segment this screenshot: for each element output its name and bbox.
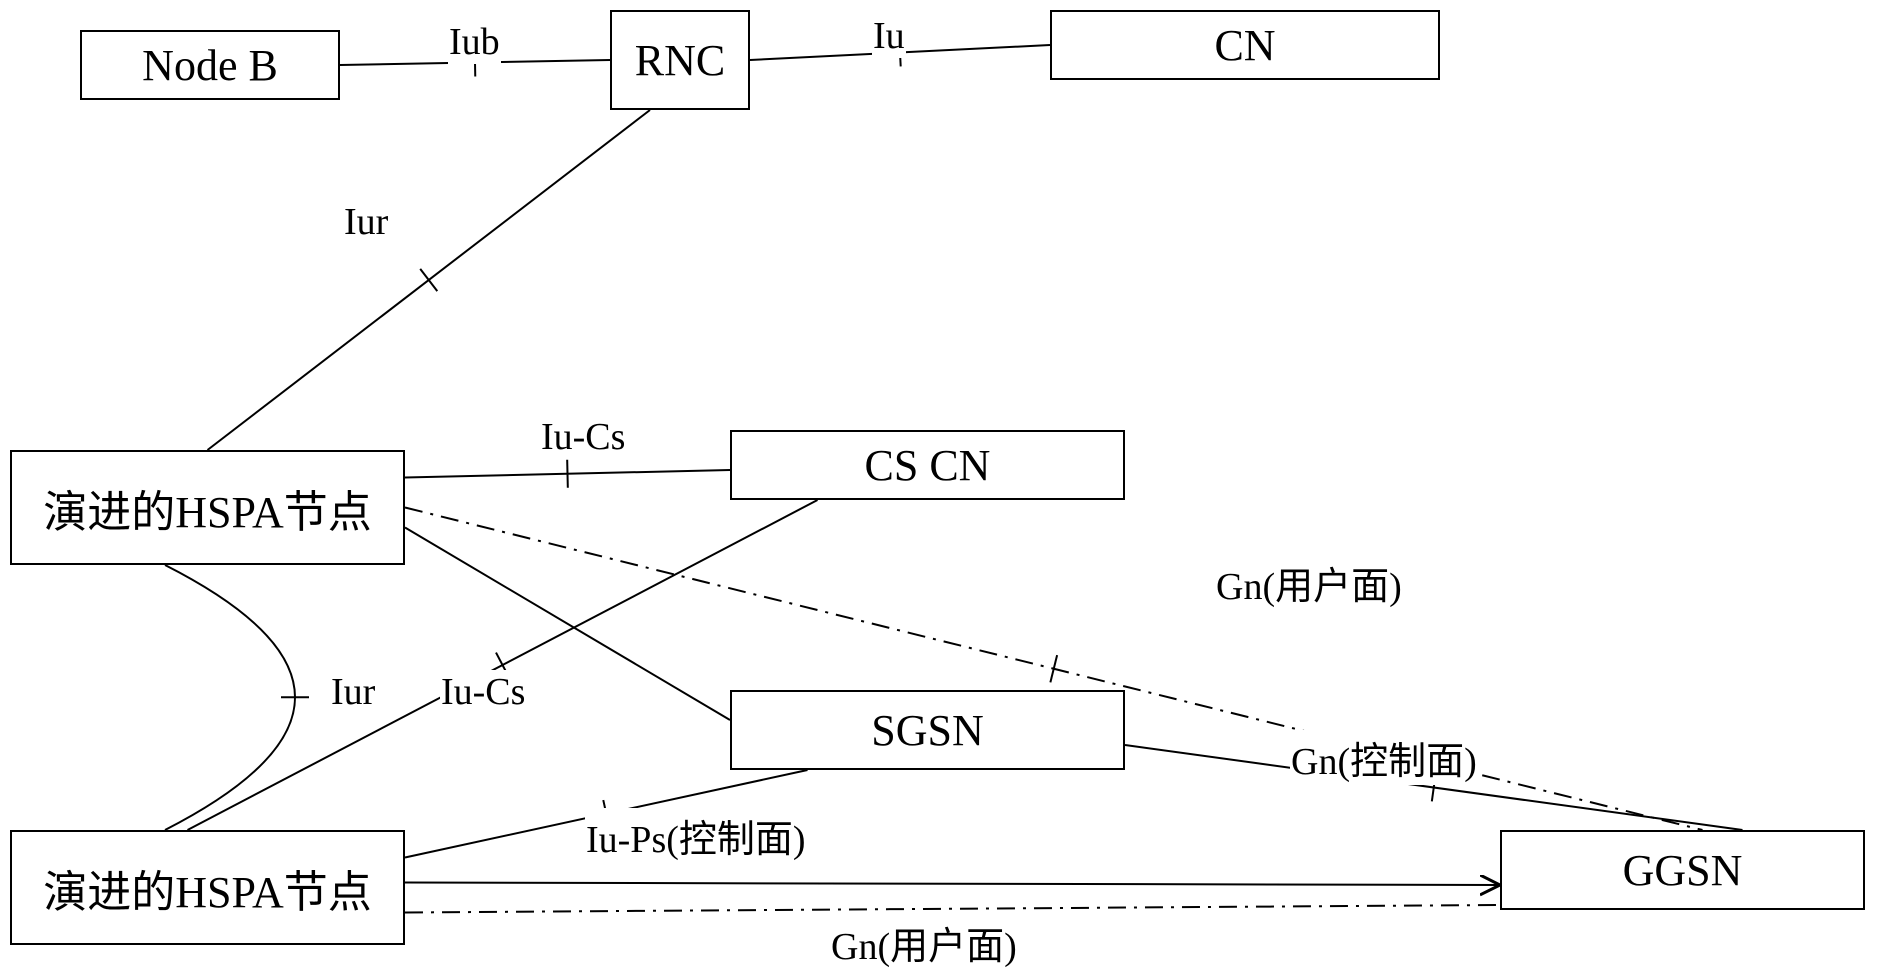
node-label: CN <box>1214 20 1275 71</box>
edge-curve <box>165 565 295 830</box>
node-label: CS CN <box>865 440 991 491</box>
node-nodeb: Node B <box>80 30 340 100</box>
edge-tick <box>567 460 568 488</box>
node-label: RNC <box>635 35 725 86</box>
node-label: 演进的HSPA节点 <box>43 476 371 540</box>
node-label: 演进的HSPA节点 <box>43 856 371 920</box>
node-label: SGSN <box>871 705 984 756</box>
edge-line <box>405 905 1500 913</box>
edge-label-iub: Iub <box>448 20 501 64</box>
node-hspa2: 演进的HSPA节点 <box>10 830 405 945</box>
edge-label-iucs_mid: Iu-Cs <box>440 670 526 714</box>
node-cscn: CS CN <box>730 430 1125 500</box>
edge-tick <box>420 269 437 291</box>
edge-label-iur_top: Iur <box>343 200 389 244</box>
edge-label-iur_mid: Iur <box>330 670 376 714</box>
node-label: Node B <box>142 40 278 91</box>
node-cn: CN <box>1050 10 1440 80</box>
edge-label-gn_up_bot: Gn(用户面) <box>830 915 1018 970</box>
edge-label-iu: Iu <box>872 14 906 58</box>
node-sgsn: SGSN <box>730 690 1125 770</box>
edge-label-iucs_top: Iu-Cs <box>540 415 626 459</box>
node-hspa1: 演进的HSPA节点 <box>10 450 405 565</box>
node-rnc: RNC <box>610 10 750 110</box>
node-ggsn: GGSN <box>1500 830 1865 910</box>
edge-line <box>405 883 1500 886</box>
edge-label-iups_ctrl: Iu-Ps(控制面) <box>585 808 807 863</box>
node-label: GGSN <box>1623 845 1743 896</box>
edge-label-gn_ctrl: Gn(控制面) <box>1290 730 1478 785</box>
edge-label-gn_up_top: Gn(用户面) <box>1215 555 1403 610</box>
